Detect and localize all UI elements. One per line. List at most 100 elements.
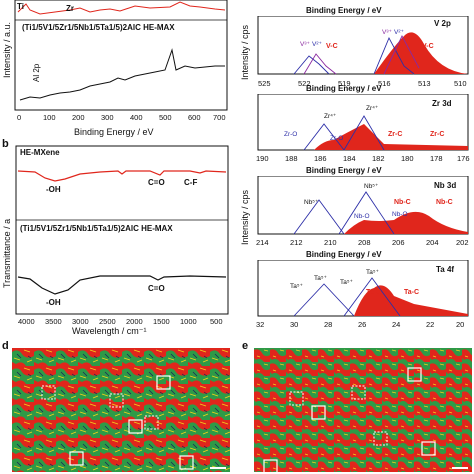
x-tick: 188 bbox=[285, 154, 298, 163]
roi-box bbox=[373, 431, 388, 446]
species-label: Zr-C bbox=[430, 131, 444, 138]
grain-map bbox=[254, 348, 472, 472]
x-tick: 300 bbox=[101, 113, 114, 122]
panel-d-map bbox=[12, 348, 230, 472]
subpanel-xlabel: Binding Energy / eV bbox=[306, 250, 382, 259]
species-label: Nb-C bbox=[436, 199, 453, 206]
species-label: V-C bbox=[326, 43, 338, 50]
x-tick: 522 bbox=[298, 79, 311, 88]
x-tick: 0 bbox=[17, 113, 21, 122]
x-tick: 178 bbox=[430, 154, 443, 163]
nb3d-peak-1 bbox=[293, 199, 345, 235]
zr3d-plot: Zr 3d Zr⁴⁺ Zr⁴⁺ Zr-O Zr-O Zr-C Zr-C 190 … bbox=[256, 94, 470, 163]
x-tick: 210 bbox=[324, 238, 337, 247]
v2p-x-ticks: 525 522 519 516 513 510 bbox=[258, 79, 467, 88]
ta4f-peak-2 bbox=[343, 277, 401, 317]
v2p-peak-3 bbox=[373, 36, 415, 75]
species-label: Nb⁵⁺ bbox=[304, 199, 319, 206]
oh-annotation-top: -OH bbox=[46, 185, 61, 194]
species-label: Nb-C bbox=[394, 199, 411, 206]
x-tick: 4000 bbox=[18, 317, 35, 326]
max-title: (Ti1/5V1/5Zr1/5Nb1/5Ta1/5)2AlC HE-MAX bbox=[20, 224, 173, 233]
panel-b-letter: b bbox=[2, 138, 9, 150]
x-tick: 1500 bbox=[153, 317, 170, 326]
roi-box bbox=[41, 385, 56, 400]
x-tick: 510 bbox=[454, 79, 467, 88]
v2p-fill bbox=[258, 32, 468, 74]
subpanel-v2p: Binding Energy / eV V 2p V³⁺ V²⁺ V³⁺ V²⁺… bbox=[254, 0, 472, 92]
max-ftir-curve bbox=[17, 275, 227, 295]
subpanel-title: V 2p bbox=[434, 19, 451, 28]
panel-d: d bbox=[0, 340, 236, 474]
ti-label: Ti bbox=[17, 2, 24, 11]
x-tick: 202 bbox=[456, 238, 469, 247]
x-tick: 180 bbox=[401, 154, 414, 163]
species-label: Ta-C bbox=[404, 289, 419, 296]
x-tick: 30 bbox=[290, 320, 298, 329]
x-tick: 500 bbox=[210, 317, 223, 326]
subpanel-xlabel: Binding Energy / eV bbox=[306, 84, 382, 93]
x-tick: 214 bbox=[256, 238, 269, 247]
x-tick: 22 bbox=[426, 320, 434, 329]
species-label: Zr⁴⁺ bbox=[324, 113, 337, 120]
subpanel-nb3d: Binding Energy / eV Nb 3d Nb⁵⁺ Nb⁵⁺ Nb-O… bbox=[254, 166, 472, 252]
subpanel-zr3d: Binding Energy / eV Zr 3d Zr⁴⁺ Zr⁴⁺ Zr-O… bbox=[254, 84, 472, 168]
roi-box bbox=[179, 455, 194, 470]
x-tick: 26 bbox=[358, 320, 366, 329]
co-annotation-bottom: C=O bbox=[148, 284, 165, 293]
x-tick: 700 bbox=[213, 113, 226, 122]
x-tick: 184 bbox=[343, 154, 356, 163]
species-label: Nb-O bbox=[354, 213, 370, 220]
panel-b-x-ticks: 4000 3500 3000 2500 2000 1500 1000 500 bbox=[18, 317, 223, 326]
subpanel-title: Zr 3d bbox=[432, 99, 452, 108]
ta4f-plot: Ta 4f Ta⁵⁺ Ta⁵⁺ Ta⁵⁺ Ta⁵⁺ Ta-C Ta-C 32 3… bbox=[256, 260, 469, 329]
x-tick: 20 bbox=[456, 320, 464, 329]
panel-b-ylabel: Transmittance / a bbox=[2, 218, 12, 288]
x-tick: 2500 bbox=[99, 317, 116, 326]
panel-a-ylabel: Intensity / a.u. bbox=[2, 21, 12, 78]
species-label: V³⁺ bbox=[382, 29, 393, 36]
roi-box bbox=[128, 419, 143, 434]
x-tick: 28 bbox=[324, 320, 332, 329]
nb3d-peak-2 bbox=[338, 191, 395, 235]
oh-annotation-bottom: -OH bbox=[46, 298, 61, 307]
panel-b: b 4000 3500 3000 2500 2000 1500 1000 500… bbox=[0, 138, 236, 336]
species-label: V²⁺ bbox=[312, 41, 323, 48]
species-label: Zr-O bbox=[330, 135, 343, 142]
species-label: Zr-C bbox=[388, 131, 402, 138]
zr3d-peak-1 bbox=[303, 123, 345, 151]
al2p-label: Al 2p bbox=[32, 63, 41, 82]
nb3d-plot: Nb 3d Nb⁵⁺ Nb⁵⁺ Nb-O Nb-O Nb-C Nb-C 214 … bbox=[256, 176, 469, 247]
x-tick: 208 bbox=[358, 238, 371, 247]
panel-a-plot: 0 100 200 300 400 500 600 700 bbox=[14, 0, 228, 122]
roi-box bbox=[421, 441, 436, 456]
x-tick: 190 bbox=[256, 154, 269, 163]
subpanel-xlabel: Binding Energy / eV bbox=[306, 166, 382, 175]
nb3d-x-ticks: 214 212 210 208 206 204 202 bbox=[256, 238, 469, 247]
subpanel-title: Ta 4f bbox=[436, 265, 454, 274]
mxene-title: HE-MXene bbox=[20, 148, 60, 157]
x-tick: 206 bbox=[392, 238, 405, 247]
x-tick: 186 bbox=[314, 154, 327, 163]
zr-label: Zr bbox=[66, 4, 74, 13]
max-compound-label: (Ti1/5V1/5Zr1/5Nb1/5Ta1/5)2AlC HE-MAX bbox=[22, 23, 175, 32]
x-tick: 525 bbox=[258, 79, 271, 88]
x-tick: 176 bbox=[457, 154, 470, 163]
ta4f-x-ticks: 32 30 28 26 24 22 20 bbox=[256, 320, 464, 329]
roi-box bbox=[263, 459, 278, 472]
x-tick: 519 bbox=[338, 79, 351, 88]
subpanel-title: Nb 3d bbox=[434, 181, 456, 190]
x-tick: 204 bbox=[426, 238, 439, 247]
roi-box bbox=[351, 385, 366, 400]
species-label: V-C bbox=[422, 43, 434, 50]
mxene-ftir-curve bbox=[17, 170, 227, 182]
x-tick: 516 bbox=[378, 79, 391, 88]
max-survey-curve bbox=[19, 48, 225, 101]
x-tick: 600 bbox=[188, 113, 201, 122]
species-label: V²⁺ bbox=[394, 29, 405, 36]
subpanel-xlabel: Binding Energy / eV bbox=[306, 6, 382, 15]
co-annotation-top: C=O bbox=[148, 178, 165, 187]
grain-map bbox=[12, 348, 230, 472]
panel-a: 0 100 200 300 400 500 600 700 Ti Zr (Ti1… bbox=[0, 0, 230, 137]
panel-c-ylabel-2: Intensity / cps bbox=[240, 189, 250, 245]
